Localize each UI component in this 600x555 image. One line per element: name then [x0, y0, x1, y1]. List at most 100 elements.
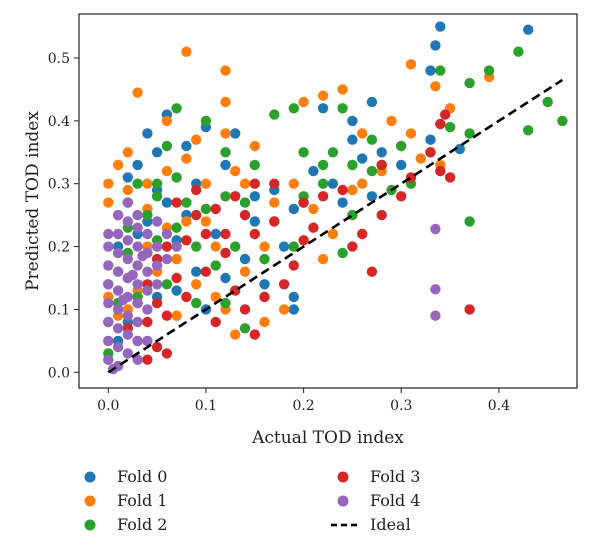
data-point	[200, 203, 212, 215]
data-point	[298, 96, 309, 108]
y-tick-label: 0.1	[48, 302, 70, 318]
data-point	[112, 266, 124, 277]
data-point	[181, 197, 192, 208]
data-point	[151, 279, 163, 290]
data-point	[161, 241, 173, 252]
data-point	[259, 316, 270, 328]
data-point	[366, 134, 378, 145]
series-fold-3	[122, 109, 475, 365]
data-point	[220, 96, 231, 108]
x-tick-label: 0.1	[195, 398, 217, 414]
y-tick-label: 0.2	[48, 240, 70, 256]
y-tick-label: 0.0	[48, 365, 70, 381]
data-point	[464, 77, 475, 89]
data-point	[220, 272, 231, 284]
legend-marker	[337, 495, 349, 507]
data-point	[171, 272, 182, 284]
data-point	[103, 354, 114, 365]
data-point	[230, 191, 241, 202]
data-point	[357, 228, 368, 240]
data-point	[132, 222, 143, 233]
data-point	[137, 250, 148, 262]
data-point	[220, 247, 231, 259]
data-point	[142, 354, 153, 365]
data-point	[112, 323, 124, 334]
data-point	[259, 291, 270, 303]
data-point	[366, 165, 378, 177]
data-point	[249, 191, 260, 202]
data-point	[171, 197, 182, 208]
legend-label: Fold 1	[117, 491, 167, 510]
series-layer	[103, 21, 568, 375]
x-tick-label: 0.3	[390, 398, 412, 414]
data-point	[151, 297, 163, 309]
data-point	[435, 165, 446, 177]
legend-item-fold-1: Fold 1	[84, 491, 167, 510]
data-point	[151, 216, 163, 227]
data-point	[142, 335, 153, 347]
data-point	[122, 253, 133, 265]
data-point	[239, 178, 251, 189]
data-point	[200, 228, 212, 240]
data-point	[444, 121, 456, 133]
data-point	[210, 228, 221, 240]
data-point	[220, 159, 231, 171]
y-tick-label: 0.4	[48, 114, 70, 130]
data-point	[298, 197, 309, 208]
data-point	[337, 247, 348, 259]
ideal-line-layer	[107, 78, 564, 374]
data-point	[171, 103, 182, 114]
data-point	[288, 304, 299, 315]
data-point	[435, 118, 446, 130]
data-point	[435, 21, 446, 32]
data-point	[396, 191, 407, 202]
data-point	[239, 197, 251, 208]
data-point	[142, 316, 153, 328]
data-point	[376, 159, 387, 171]
data-point	[430, 310, 441, 321]
data-point	[200, 115, 212, 127]
data-point	[103, 316, 114, 328]
data-point	[117, 294, 129, 306]
data-point	[181, 216, 192, 227]
data-point	[454, 143, 465, 155]
data-point	[230, 128, 241, 139]
data-point	[161, 115, 173, 127]
data-point	[191, 241, 202, 252]
legend-marker	[84, 495, 96, 507]
data-point	[220, 228, 231, 240]
data-point	[132, 354, 143, 365]
data-point	[191, 266, 202, 277]
data-point	[142, 178, 153, 189]
data-point	[142, 128, 153, 139]
plot-frame	[78, 13, 578, 389]
data-point	[249, 140, 260, 152]
data-point	[112, 304, 124, 315]
data-point	[542, 96, 553, 108]
data-point	[200, 216, 212, 227]
data-point	[396, 159, 407, 171]
data-point	[220, 128, 231, 139]
data-point	[151, 260, 163, 271]
data-point	[132, 279, 143, 290]
legend-label: Fold 3	[370, 467, 420, 486]
data-point	[161, 165, 173, 177]
data-point	[337, 184, 348, 196]
data-point	[327, 147, 339, 158]
data-point	[308, 203, 319, 215]
legend-marker	[84, 471, 96, 483]
data-point	[425, 65, 436, 76]
x-tick-label: 0.4	[488, 398, 510, 414]
data-point	[220, 297, 231, 309]
legend-label: Fold 2	[117, 515, 167, 534]
data-point	[288, 103, 299, 114]
data-point	[181, 140, 192, 152]
data-point	[440, 109, 451, 120]
data-point	[122, 184, 133, 196]
data-point	[405, 128, 417, 139]
data-point	[181, 153, 192, 164]
data-point	[220, 65, 231, 76]
data-point	[298, 235, 309, 246]
y-tick-label: 0.5	[48, 51, 70, 67]
data-point	[142, 285, 153, 296]
